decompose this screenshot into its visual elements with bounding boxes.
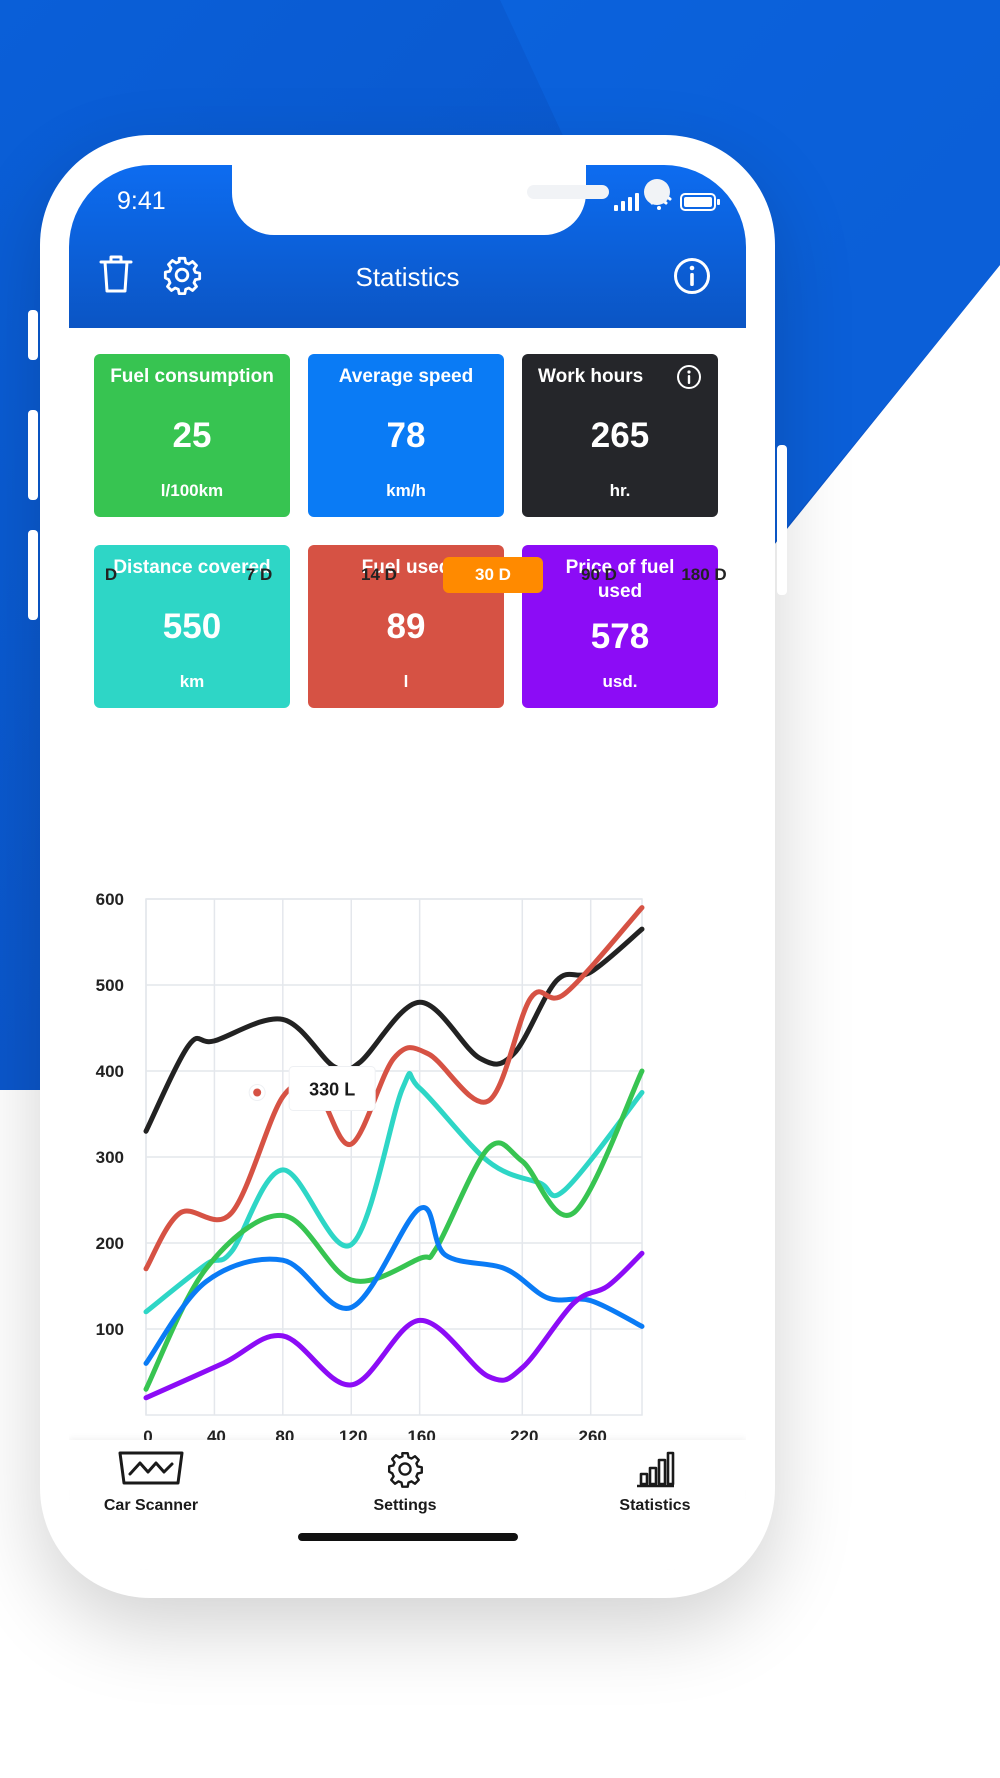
page-title: Statistics [355, 262, 460, 292]
side-button [28, 530, 38, 620]
notch [232, 165, 670, 235]
tab-label: Settings [373, 1497, 437, 1514]
tooltip-box [288, 1066, 376, 1111]
tab-label: Statistics [619, 1497, 691, 1514]
x-tick-label: 120 [339, 1427, 367, 1440]
y-tick-label: 200 [96, 1234, 124, 1253]
app-header: 9:41 [69, 165, 746, 328]
stat-label: Average speed [338, 366, 474, 387]
stat-value: 25 [172, 416, 212, 455]
stat-label: Fuel consumption [110, 366, 274, 387]
stat-value: 89 [386, 607, 426, 646]
stat-unit: usd. [602, 672, 638, 691]
series-line-6 [143, 1250, 645, 1401]
period-180d[interactable]: 180 D [681, 565, 727, 584]
gear-icon [387, 1451, 423, 1488]
car-scanner-icon [118, 1451, 184, 1485]
signal-icon [614, 193, 639, 211]
tab-settings[interactable]: Settings [305, 1450, 505, 1515]
side-button [28, 310, 38, 360]
x-tick-label: 0 [143, 1427, 152, 1440]
stat-unit: l/100km [160, 481, 224, 500]
info-icon[interactable] [676, 364, 702, 390]
y-tick-label: 500 [96, 976, 124, 995]
x-tick-label: 80 [275, 1427, 294, 1440]
tab-car-scanner[interactable]: Car Scanner [69, 1450, 251, 1515]
stat-unit: hr. [609, 481, 631, 500]
stat-card-fuel-used: Fuel used 89 l [308, 545, 504, 708]
period-d[interactable]: D [104, 565, 118, 584]
y-tick-label: 100 [96, 1320, 124, 1339]
stat-card-work-hours: Work hours 265 hr. [522, 354, 718, 517]
x-tick-label: 220 [510, 1427, 538, 1440]
stat-label: Fuel used [361, 557, 451, 578]
series-line-5 [143, 1205, 645, 1366]
x-tick-label: 160 [407, 1427, 435, 1440]
stat-card-average-speed: Average speed 78 km/h [308, 354, 504, 517]
battery-icon [680, 193, 720, 211]
stat-card-distance-covered: Distance covered 550 km [94, 545, 290, 708]
x-tick-label: 260 [579, 1427, 607, 1440]
stat-value: 578 [590, 617, 650, 656]
period-30d[interactable]: 30 D [443, 557, 543, 593]
x-tick-label: 40 [207, 1427, 226, 1440]
trash-icon[interactable] [99, 254, 133, 294]
stat-card-fuel-consumption: Fuel consumption 25 l/100km [94, 354, 290, 517]
series-line-3 [143, 1071, 645, 1315]
stat-label: Distance covered [113, 557, 271, 578]
camera [644, 179, 670, 205]
stat-value: 550 [162, 607, 222, 646]
bar-chart-icon [637, 1451, 675, 1488]
tooltip-point [253, 1088, 262, 1097]
series-line-4 [143, 1068, 645, 1392]
statistics-chart: 100 200 300 400 500 600 0 40 80 120 160 220 260 330 L [96, 890, 645, 1440]
stat-label: Work hours [538, 366, 644, 387]
stat-unit: l [403, 672, 409, 691]
stat-card-price-of-fuel-used: Price of fuel used 578 usd. [522, 545, 718, 708]
series-line-1 [143, 926, 645, 1134]
stat-label: Price of fuel used [565, 557, 675, 602]
side-button [28, 410, 38, 500]
home-indicator [298, 1533, 518, 1541]
stat-value: 265 [590, 416, 650, 455]
period-90d[interactable]: 90 D [581, 565, 617, 584]
series-line-2 [143, 905, 645, 1272]
tab-bar: Car Scanner Settings [69, 1440, 746, 1570]
speaker [527, 185, 609, 199]
phone-frame: 9:41 [28, 135, 787, 1598]
tab-label: Car Scanner [103, 1497, 199, 1514]
status-time: 9:41 [117, 187, 166, 215]
stat-unit: km [179, 672, 205, 691]
y-tick-label: 400 [96, 1062, 124, 1081]
y-tick-label: 300 [96, 1148, 124, 1167]
side-button [777, 445, 787, 595]
tab-statistics[interactable]: Statistics [555, 1450, 746, 1515]
app-screen: 9:41 [69, 165, 746, 1570]
gear-icon[interactable] [162, 255, 202, 295]
period-14d[interactable]: 14 D [361, 565, 397, 584]
stat-unit: km/h [386, 481, 426, 500]
y-tick-label: 600 [96, 890, 124, 909]
stat-value: 78 [386, 416, 426, 455]
info-icon[interactable] [673, 257, 711, 295]
tooltip-label: 330 L [309, 1080, 355, 1100]
period-7d[interactable]: 7 D [245, 565, 273, 584]
